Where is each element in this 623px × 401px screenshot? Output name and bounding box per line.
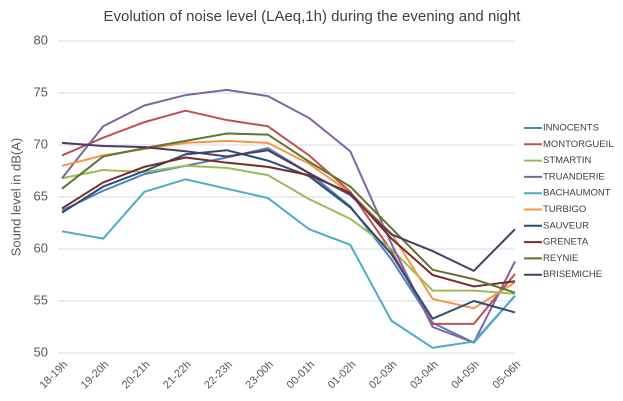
y-tick-label: 50 [34,344,48,359]
y-tick-label: 70 [34,136,48,151]
y-tick-label: 65 [34,188,48,203]
series-line [61,132,516,294]
y-axis-label: Sound level in dB(A) [8,138,23,257]
y-tick-label: 75 [34,84,48,99]
series-line [61,164,516,295]
series-line [61,156,516,288]
series-line [61,141,516,272]
legend-label: STMARTIN [543,155,592,166]
y-tick-label: 55 [34,292,48,307]
series-line [61,178,516,349]
legend-label: TURBIGO [543,204,586,215]
legend-label: INNOCENTS [543,123,599,134]
y-tick-label: 60 [34,240,48,255]
legend-label: BRISEMICHE [543,269,602,280]
y-tick-label: 80 [34,32,48,47]
series-line [61,88,516,344]
legend-label: BACHAUMONT [543,188,611,199]
series-line [61,149,516,320]
legend-label: TRUANDERIE [543,171,605,182]
series-line [61,109,516,325]
legend-label: SAUVEUR [543,220,589,231]
legend-label: MONTORGUEIL [543,139,614,150]
legend-label: REYNIE [543,253,578,264]
chart-title: Evolution of noise level (LAeq,1h) durin… [104,8,522,25]
legend-label: GRENETA [543,237,589,248]
